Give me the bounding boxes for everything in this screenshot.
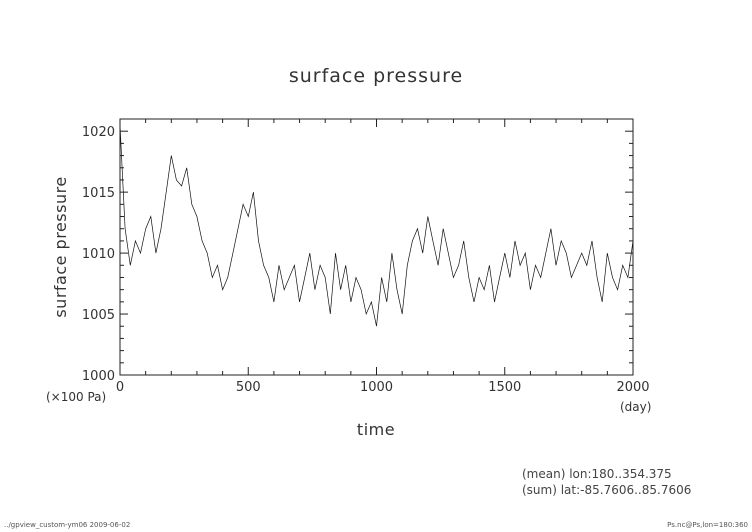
x-axis: 0 500 1000 1500 2000 [116,119,650,395]
y-axis-label: surface pressure [51,176,70,317]
x-tick-label: 1000 [360,380,393,395]
series-line-surface-pressure [119,125,634,327]
y-unit-label: (×100 Pa) [46,390,106,404]
x-tick-label: 500 [236,380,261,395]
y-tick-label: 1005 [82,308,115,323]
x-unit-label: (day) [620,400,651,414]
sum-annotation: (sum) lat:-85.7606..85.7606 [522,483,691,497]
mean-annotation: (mean) lon:180..354.375 [522,467,672,481]
chart-title: surface pressure [289,65,463,87]
x-axis-label: time [357,420,395,439]
y-axis: 1000 1005 1010 1015 1020 [82,118,633,384]
y-tick-label: 1015 [82,186,115,201]
y-tick-label: 1000 [82,369,115,384]
y-tick-label: 1020 [82,125,115,140]
plot-frame [119,118,634,376]
footer-left: ../gpview_custom-ym06 2009-06-02 [4,521,130,529]
y-tick-label: 1010 [82,247,115,262]
plot-area [119,118,634,376]
x-tick-label: 0 [116,380,124,395]
x-tick-label: 2000 [616,380,649,395]
x-tick-label: 1500 [488,380,521,395]
footer-right: Ps.nc@Ps,lon=180:360 [667,521,748,529]
